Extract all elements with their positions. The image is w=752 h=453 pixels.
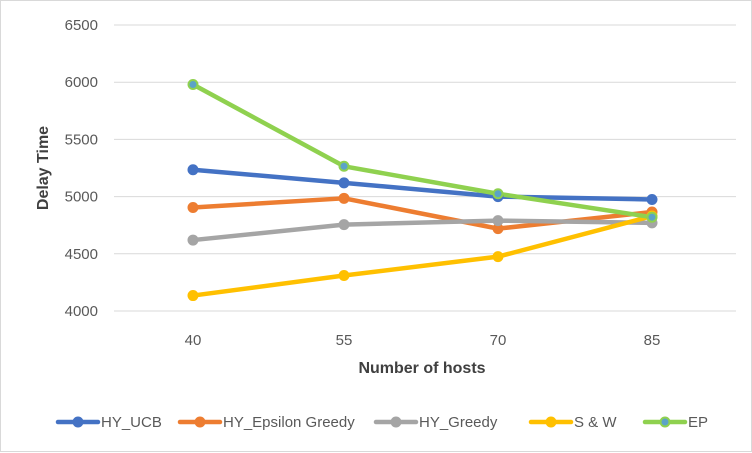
legend-item: EP	[642, 414, 708, 431]
x-axis-title: Number of hosts	[358, 360, 485, 377]
legend-label: HY_Greedy	[419, 414, 498, 431]
x-tick-label: 85	[644, 332, 661, 349]
series-line-4	[190, 82, 655, 220]
legend-item: S & W	[528, 414, 617, 431]
series-line-3	[190, 213, 655, 298]
data-point	[492, 188, 504, 200]
x-tick-labels: 40 55 70 85	[185, 332, 661, 349]
data-point	[187, 201, 199, 213]
legend-swatch-marker	[545, 416, 557, 428]
legend-label: S & W	[574, 414, 617, 431]
series-line-2	[190, 218, 655, 243]
data-point	[338, 177, 350, 189]
data-point	[338, 219, 350, 231]
x-tick-label: 70	[490, 332, 507, 349]
legend-item: HY_Epsilon Greedy	[177, 414, 355, 431]
y-tick-label: 6000	[65, 74, 98, 91]
series-markers	[187, 78, 658, 302]
legend-swatch-marker	[659, 416, 671, 428]
gridlines	[114, 24, 736, 312]
legend-label: EP	[688, 414, 708, 431]
y-tick-label: 4000	[65, 303, 98, 320]
x-tick-label: 40	[185, 332, 202, 349]
data-point	[338, 160, 350, 172]
y-axis-title: Delay Time	[35, 126, 52, 210]
legend-swatch-marker	[72, 416, 84, 428]
series-lines	[190, 82, 655, 298]
legend: HY_UCB HY_Epsilon Greedy HY_Greedy S & W EP	[55, 414, 708, 431]
data-point	[492, 251, 504, 263]
legend-swatch-marker	[390, 416, 402, 428]
legend-label: HY_UCB	[101, 414, 162, 431]
legend-label: HY_Epsilon Greedy	[223, 414, 355, 431]
data-point	[492, 215, 504, 227]
data-point	[187, 78, 199, 90]
series-line-0	[190, 167, 655, 202]
data-point	[646, 211, 658, 223]
data-point	[187, 290, 199, 302]
y-tick-label: 5500	[65, 131, 98, 148]
legend-item: HY_Greedy	[373, 414, 498, 431]
legend-swatch-marker	[194, 416, 206, 428]
y-tick-label: 6500	[65, 17, 98, 34]
y-tick-label: 5000	[65, 189, 98, 206]
data-point	[338, 192, 350, 204]
data-point	[187, 164, 199, 176]
data-point	[187, 234, 199, 246]
data-point	[646, 193, 658, 205]
legend-item: HY_UCB	[55, 414, 162, 431]
data-point	[338, 270, 350, 282]
x-tick-label: 55	[336, 332, 353, 349]
y-tick-label: 4500	[65, 246, 98, 263]
y-tick-labels: 4000 4500 5000 5500 6000 6500	[65, 17, 98, 320]
